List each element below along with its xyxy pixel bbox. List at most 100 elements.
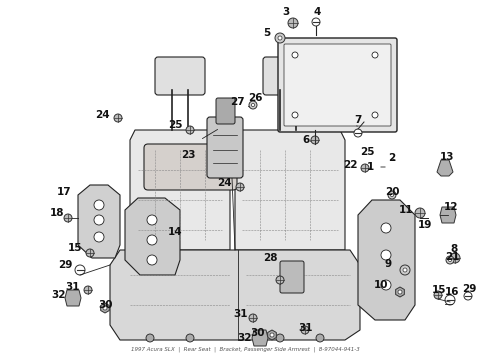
Polygon shape: [235, 130, 345, 250]
Text: 19: 19: [418, 220, 432, 230]
Text: 23: 23: [181, 150, 196, 160]
Polygon shape: [440, 207, 456, 223]
Text: 5: 5: [263, 28, 270, 38]
Text: 24: 24: [218, 178, 232, 188]
Text: 32: 32: [238, 333, 252, 343]
Circle shape: [372, 112, 378, 118]
Circle shape: [312, 18, 320, 26]
Text: 30: 30: [98, 300, 113, 310]
FancyBboxPatch shape: [207, 117, 243, 178]
Text: 28: 28: [264, 253, 278, 263]
Polygon shape: [110, 250, 360, 340]
Text: 1997 Acura SLX  |  Rear Seat  |  Bracket, Passenger Side Armrest  |  8-97044-941: 1997 Acura SLX | Rear Seat | Bracket, Pa…: [131, 346, 359, 352]
Circle shape: [86, 249, 94, 257]
Circle shape: [147, 215, 157, 225]
FancyBboxPatch shape: [216, 98, 235, 124]
Circle shape: [292, 52, 298, 58]
Circle shape: [445, 295, 455, 305]
Circle shape: [186, 126, 194, 134]
Polygon shape: [100, 303, 109, 313]
Text: 8: 8: [450, 244, 457, 254]
Text: 7: 7: [354, 115, 362, 125]
Text: 14: 14: [168, 227, 183, 237]
Text: 10: 10: [373, 280, 388, 290]
Circle shape: [301, 326, 309, 334]
Circle shape: [84, 286, 92, 294]
Circle shape: [381, 250, 391, 260]
Text: 21: 21: [445, 252, 460, 262]
Circle shape: [464, 292, 472, 300]
Polygon shape: [125, 198, 180, 275]
Text: 9: 9: [385, 259, 392, 269]
Circle shape: [398, 290, 402, 294]
Circle shape: [403, 268, 407, 272]
Text: 25: 25: [360, 147, 374, 157]
Circle shape: [94, 232, 104, 242]
Circle shape: [94, 215, 104, 225]
Text: 32: 32: [51, 290, 66, 300]
Circle shape: [288, 18, 298, 28]
Text: 11: 11: [398, 205, 413, 215]
Text: 25: 25: [169, 120, 183, 130]
FancyBboxPatch shape: [284, 44, 391, 126]
FancyBboxPatch shape: [263, 57, 313, 95]
Circle shape: [434, 291, 442, 299]
Text: 16: 16: [445, 287, 460, 297]
Text: 31: 31: [234, 309, 248, 319]
Circle shape: [278, 36, 282, 40]
Text: 22: 22: [343, 160, 358, 170]
Circle shape: [64, 214, 72, 222]
Circle shape: [275, 33, 285, 43]
Polygon shape: [252, 330, 268, 346]
Text: 6: 6: [302, 135, 309, 145]
Circle shape: [316, 334, 324, 342]
Polygon shape: [358, 200, 415, 320]
Circle shape: [146, 334, 154, 342]
Circle shape: [75, 265, 85, 275]
Text: 17: 17: [56, 187, 71, 197]
Text: 4: 4: [313, 7, 320, 17]
Circle shape: [450, 253, 460, 263]
Text: 29: 29: [58, 260, 72, 270]
FancyBboxPatch shape: [144, 144, 237, 190]
Circle shape: [276, 334, 284, 342]
Circle shape: [354, 129, 362, 137]
Circle shape: [391, 193, 393, 197]
Circle shape: [251, 103, 255, 107]
Text: 20: 20: [385, 187, 399, 197]
Circle shape: [114, 114, 122, 122]
Text: 29: 29: [462, 284, 476, 294]
Circle shape: [361, 164, 369, 172]
Polygon shape: [437, 160, 453, 176]
Polygon shape: [65, 290, 81, 306]
Circle shape: [388, 191, 396, 199]
Circle shape: [147, 255, 157, 265]
Text: 2: 2: [388, 153, 395, 163]
Text: 13: 13: [440, 152, 455, 162]
Polygon shape: [268, 330, 276, 340]
Circle shape: [448, 258, 452, 262]
Text: 27: 27: [230, 97, 245, 107]
Text: 15: 15: [432, 285, 446, 295]
Circle shape: [276, 276, 284, 284]
Circle shape: [236, 183, 244, 191]
Circle shape: [103, 306, 107, 310]
Circle shape: [415, 208, 425, 218]
Circle shape: [147, 235, 157, 245]
FancyBboxPatch shape: [278, 38, 397, 132]
Text: 1: 1: [367, 162, 374, 172]
Circle shape: [270, 333, 274, 337]
Circle shape: [400, 265, 410, 275]
Circle shape: [381, 280, 391, 290]
Text: 30: 30: [250, 328, 265, 338]
Text: 3: 3: [282, 7, 290, 17]
Circle shape: [446, 256, 454, 264]
Circle shape: [186, 334, 194, 342]
Polygon shape: [395, 287, 404, 297]
Circle shape: [311, 136, 319, 144]
Text: 12: 12: [444, 202, 459, 212]
Text: 31: 31: [298, 323, 313, 333]
Polygon shape: [130, 130, 230, 250]
Circle shape: [292, 112, 298, 118]
FancyBboxPatch shape: [280, 261, 304, 293]
